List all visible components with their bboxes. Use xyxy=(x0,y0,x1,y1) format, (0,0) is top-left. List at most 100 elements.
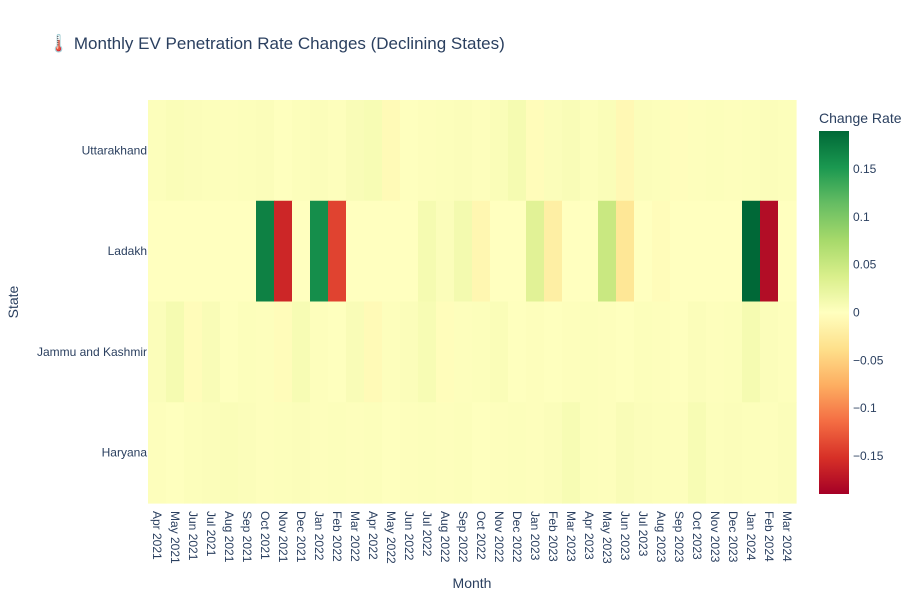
heatmap-cell xyxy=(274,301,293,403)
heatmap-cell xyxy=(292,200,311,303)
heatmap-cell xyxy=(220,100,239,202)
heatmap-cell xyxy=(688,301,707,403)
heatmap-cell xyxy=(202,402,221,504)
heatmap-cell xyxy=(310,100,329,202)
heatmap-cell xyxy=(562,100,581,202)
heatmap-cell xyxy=(418,200,437,303)
heatmap-cell xyxy=(346,301,365,403)
x-tick-label: Mar 2024 xyxy=(780,511,794,562)
colorbar-tick-label: −0.1 xyxy=(853,401,877,415)
heatmap-cell xyxy=(598,402,617,504)
heatmap-cell xyxy=(598,301,617,403)
x-tick-label: Mar 2023 xyxy=(564,511,578,562)
x-tick-label: May 2023 xyxy=(600,511,614,564)
heatmap-cell xyxy=(328,100,347,202)
heatmap-cell xyxy=(544,200,563,303)
x-tick-label: Dec 2023 xyxy=(726,511,740,563)
heatmap-cell xyxy=(706,402,725,504)
x-tick-label: Feb 2024 xyxy=(762,511,776,562)
heatmap-cell xyxy=(706,200,725,303)
heatmap-cell xyxy=(778,301,797,403)
heatmap-cell xyxy=(292,301,311,403)
x-tick-label: Jul 2021 xyxy=(204,511,218,557)
x-tick-labels: Apr 2021 May 2021 Jun 2021 Jul 2021 Aug 2021… xyxy=(150,511,794,564)
y-tick-label: Haryana xyxy=(102,446,148,460)
x-tick-label: May 2021 xyxy=(168,511,182,564)
heatmap-cell xyxy=(688,100,707,202)
heatmap-cell xyxy=(418,301,437,403)
heatmap-cell xyxy=(472,402,491,504)
heatmap-cell xyxy=(166,200,185,303)
heatmap-cell xyxy=(526,100,545,202)
heatmap-cell xyxy=(292,402,311,504)
heatmap-cell xyxy=(274,200,293,303)
heatmap-cell xyxy=(364,402,383,504)
heatmap-cell xyxy=(778,100,797,202)
colorbar: Change Rate 0.15 0.1 0.05 0 −0.05 −0.1 −0.15 xyxy=(819,110,902,494)
heatmap-cell xyxy=(508,402,527,504)
heatmap-cell xyxy=(382,200,401,303)
x-tick-label: Apr 2022 xyxy=(366,511,380,560)
y-tick-label: Ladakh xyxy=(108,244,147,258)
x-tick-label: Dec 2022 xyxy=(510,511,524,563)
x-tick-label: Jan 2024 xyxy=(744,511,758,561)
heatmap-cell xyxy=(670,402,689,504)
heatmap-cell xyxy=(400,200,419,303)
heatmap-cell xyxy=(256,402,275,504)
heatmap-cell xyxy=(274,100,293,202)
heatmap-cell xyxy=(238,402,257,504)
heatmap-cell xyxy=(616,200,635,303)
heatmap-cell xyxy=(724,100,743,202)
heatmap-cell xyxy=(634,100,653,202)
x-tick-label: Jan 2022 xyxy=(312,511,326,561)
heatmap-cell xyxy=(166,402,185,504)
heatmap-cell xyxy=(544,100,563,202)
x-tick-label: Mar 2022 xyxy=(348,511,362,562)
heatmap-cell xyxy=(238,100,257,202)
heatmap-cell xyxy=(634,200,653,303)
heatmap-cell xyxy=(580,402,599,504)
heatmap-cell xyxy=(742,402,761,504)
heatmap-cell xyxy=(688,402,707,504)
heatmap-cell xyxy=(580,301,599,403)
heatmap-cell xyxy=(580,200,599,303)
heatmap-cell xyxy=(490,200,509,303)
heatmap-cell xyxy=(202,301,221,403)
heatmap-cell xyxy=(364,200,383,303)
heatmap-cell xyxy=(292,100,311,202)
heatmap-cell xyxy=(490,100,509,202)
heatmap-cell xyxy=(706,100,725,202)
y-tick-label: Jammu and Kashmir xyxy=(37,345,147,359)
heatmap-cell xyxy=(328,301,347,403)
heatmap-cell xyxy=(742,200,761,303)
x-tick-label: Sep 2021 xyxy=(240,511,254,563)
heatmap-cell xyxy=(562,200,581,303)
heatmap-cell xyxy=(436,301,455,403)
heatmap-cell xyxy=(598,200,617,303)
heatmap-cell xyxy=(562,402,581,504)
heatmap-cell xyxy=(454,402,473,504)
heatmap-cell xyxy=(760,100,779,202)
heatmap-cell xyxy=(256,100,275,202)
heatmap-cell xyxy=(148,100,167,202)
colorbar-tick-label: 0.1 xyxy=(853,210,870,224)
heatmap-cell xyxy=(400,301,419,403)
colorbar-tick-label: 0.15 xyxy=(853,162,877,176)
heatmap-cell xyxy=(526,402,545,504)
heatmap-cell xyxy=(472,200,491,303)
x-tick-label: Sep 2023 xyxy=(672,511,686,563)
x-tick-label: Dec 2021 xyxy=(294,511,308,563)
heatmap-cell xyxy=(454,200,473,303)
heatmap-cell xyxy=(436,100,455,202)
x-tick-label: Jun 2022 xyxy=(402,511,416,561)
heatmap-cell xyxy=(454,100,473,202)
x-tick-label: Oct 2022 xyxy=(474,511,488,560)
heatmap-cell xyxy=(634,402,653,504)
heatmap-cell xyxy=(580,100,599,202)
heatmap-cells xyxy=(148,100,797,504)
colorbar-bar xyxy=(819,131,849,494)
x-tick-label: Jun 2023 xyxy=(618,511,632,561)
heatmap-cell xyxy=(310,301,329,403)
heatmap-cell xyxy=(148,301,167,403)
